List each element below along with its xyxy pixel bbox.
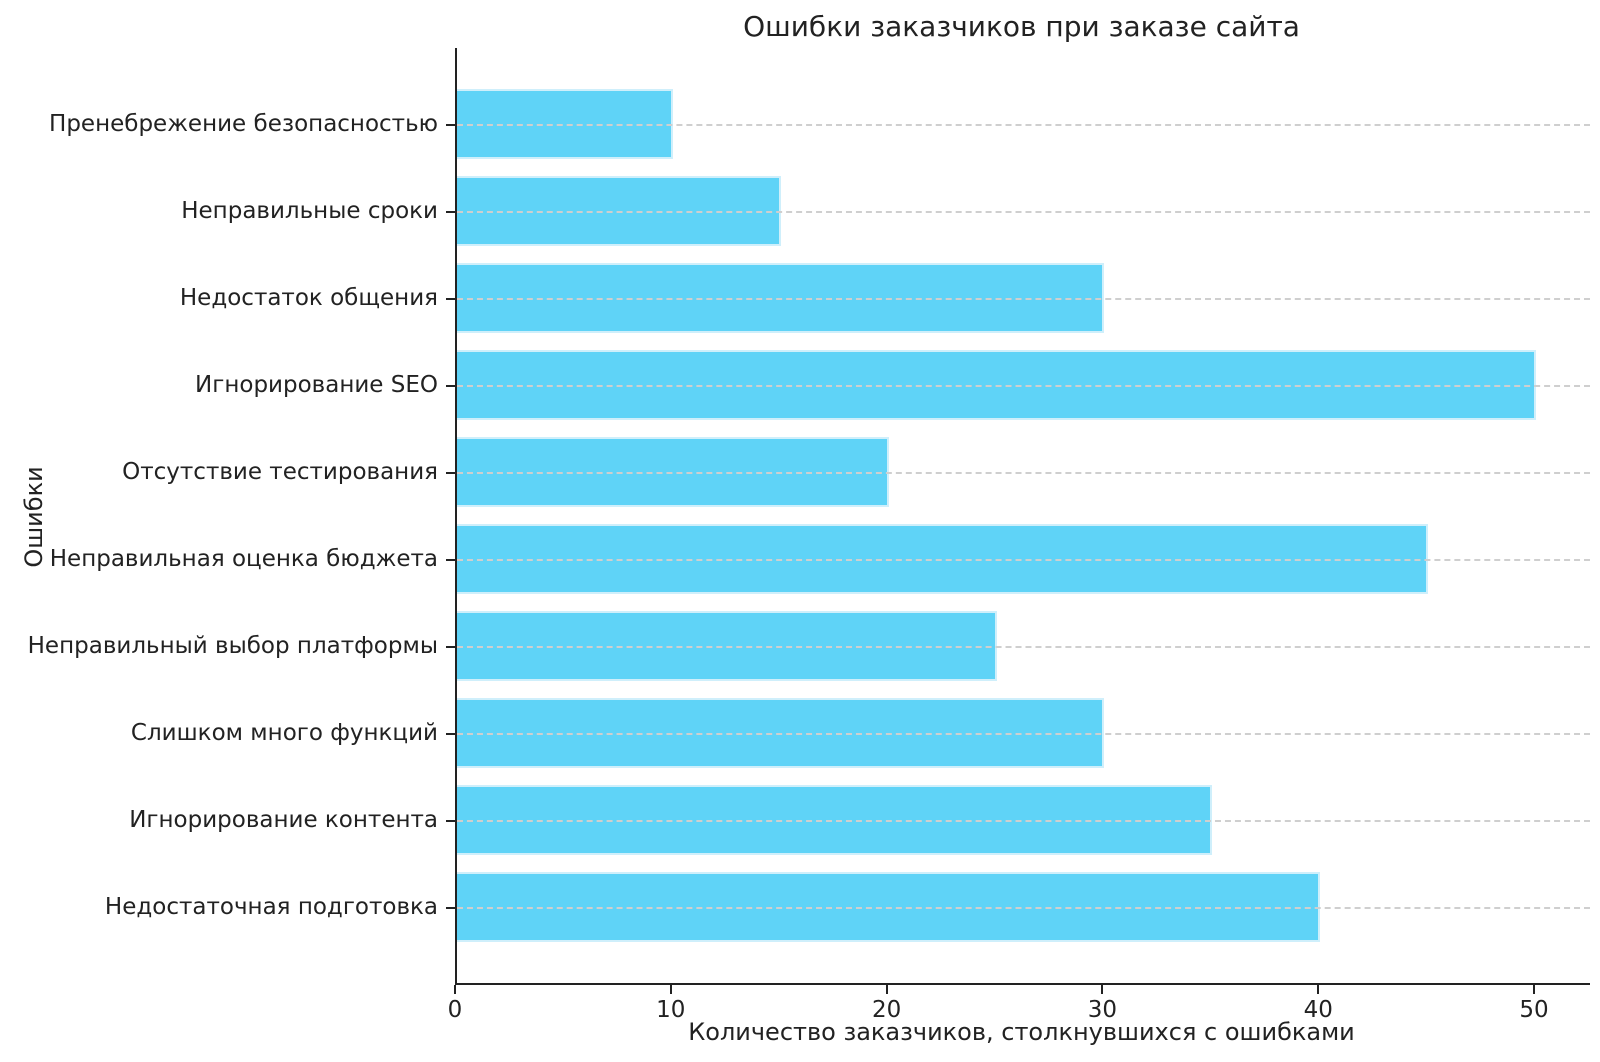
chart-title: Ошибки заказчиков при заказе сайта — [743, 10, 1300, 43]
y-tick-label: Игнорирование SEO — [195, 372, 438, 399]
y-tick-label: Пренебрежение безопасностью — [49, 111, 438, 138]
y-tick-labels: Пренебрежение безопасностью Неправильные … — [0, 48, 446, 983]
bar-row — [446, 776, 1590, 863]
x-tick-label: 10 — [656, 997, 686, 1023]
x-axis-label: Количество заказчиков, столкнувшихся с о… — [688, 1018, 1355, 1046]
y-tick-mark — [446, 732, 455, 735]
y-tick-mark — [446, 472, 455, 475]
gridline — [457, 211, 1590, 214]
bar-row — [446, 689, 1590, 776]
gridline — [457, 472, 1590, 475]
gridline — [457, 906, 1590, 909]
y-tick-mark — [446, 645, 455, 648]
gridline — [457, 124, 1590, 127]
y-tick-mark — [446, 906, 455, 909]
x-tick-label: 40 — [1303, 997, 1333, 1023]
bar-row — [446, 168, 1590, 255]
plot-area — [446, 48, 1590, 985]
gridline — [457, 558, 1590, 561]
x-ticks: 0 10 20 30 40 50 — [448, 985, 1588, 1031]
gridline — [457, 298, 1590, 301]
bar-row — [446, 255, 1590, 342]
y-tick-label: Игнорирование контента — [129, 806, 438, 833]
y-tick-label: Слишком много функций — [130, 719, 438, 746]
gridline — [457, 732, 1590, 735]
gridline — [457, 819, 1590, 822]
y-tick-label: Недостаток общения — [179, 285, 438, 312]
x-tick-mark — [1533, 985, 1536, 994]
y-tick-mark — [446, 385, 455, 388]
x-tick-mark — [1317, 985, 1320, 994]
bar-row — [446, 429, 1590, 516]
x-tick-label: 50 — [1519, 997, 1549, 1023]
x-tick-mark — [1101, 985, 1104, 994]
bar-row — [446, 516, 1590, 603]
x-tick-mark — [454, 985, 456, 994]
y-tick-label: Отсутствие тестирования — [122, 459, 438, 486]
y-tick-label: Недостаточная подготовка — [104, 893, 438, 920]
bar-row — [446, 863, 1590, 950]
y-tick-label: Неправильные сроки — [181, 198, 438, 225]
x-tick-mark — [885, 985, 888, 994]
gridline — [457, 645, 1590, 648]
x-tick-label: 30 — [1087, 997, 1118, 1023]
y-tick-mark — [446, 558, 455, 561]
gridline — [457, 385, 1590, 388]
x-tick-label: 20 — [871, 997, 902, 1023]
bar-row — [446, 81, 1590, 168]
bar-row — [446, 602, 1590, 689]
y-tick-mark — [446, 819, 455, 822]
y-tick-mark — [446, 211, 455, 214]
x-tick-label: 0 — [447, 997, 463, 1023]
x-tick-mark — [669, 985, 672, 994]
bar-row — [446, 342, 1590, 429]
y-tick-mark — [446, 298, 455, 301]
y-tick-label: Неправильный выбор платформы — [27, 632, 438, 659]
plot-rows — [446, 48, 1590, 983]
y-tick-mark — [446, 124, 455, 127]
y-tick-label: Неправильная оценка бюджета — [49, 545, 438, 572]
